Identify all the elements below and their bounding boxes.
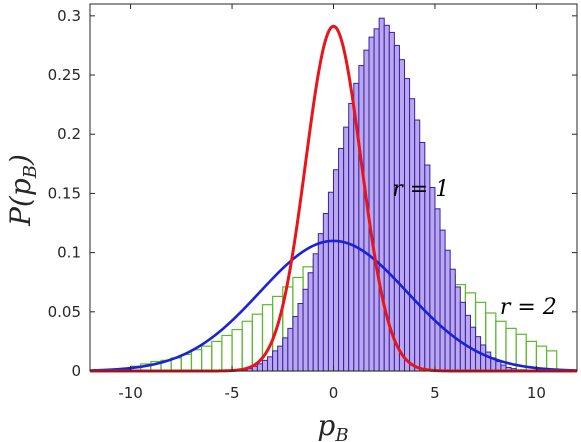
bar-r1 (439, 229, 446, 372)
bar-r1 (429, 187, 436, 372)
bar-r1 (368, 36, 375, 372)
y-tick-label: 0.25 (48, 66, 81, 84)
y-tick-label: 0.1 (57, 244, 81, 262)
bar-r1 (297, 303, 304, 372)
y-tick-label: 0 (71, 362, 81, 380)
curve-annotation: r = 1 (392, 177, 449, 202)
bar-r1 (358, 65, 365, 372)
bar-r1 (414, 119, 421, 372)
bar-r1 (343, 126, 350, 372)
bar-r1 (434, 208, 441, 372)
bar-r1 (464, 314, 471, 372)
x-tick-label: 5 (430, 384, 440, 402)
y-tick-label: 0.15 (48, 184, 81, 202)
bar-r1 (282, 337, 289, 372)
gaussian-curve-r2 (89, 239, 578, 372)
bar-r1 (287, 327, 294, 372)
bar-r1 (333, 169, 340, 372)
bar-r1 (292, 316, 299, 372)
bar-r1 (338, 147, 345, 372)
x-axis-label: pB (317, 409, 348, 442)
y-tick-label: 0.3 (57, 7, 81, 25)
x-tick-label: -10 (118, 384, 143, 402)
x-tick-label: 0 (329, 384, 339, 402)
bar-r1 (267, 356, 274, 372)
x-tick-label: -5 (225, 384, 240, 402)
bar-r1 (409, 98, 416, 372)
bar-r1 (256, 363, 263, 372)
bar-r1 (373, 28, 380, 372)
bar-r1 (449, 268, 456, 372)
bar-r1 (261, 359, 269, 372)
annotations: r = 1 r = 2 (392, 177, 556, 320)
bar-r1 (444, 249, 451, 372)
bar-r1 (277, 345, 284, 372)
bar-r1 (312, 253, 319, 372)
bar-r1 (404, 78, 411, 372)
bar-r1 (378, 17, 385, 372)
bar-r1 (454, 286, 461, 372)
bar-r1 (327, 191, 335, 372)
y-axis-label: P(pB) (4, 154, 41, 227)
y-tick-label: 0.05 (48, 303, 81, 321)
bar-r1 (272, 350, 279, 372)
bar-r1 (398, 59, 406, 372)
histogram-r1 (241, 17, 527, 372)
y-tick-label: 0.2 (57, 125, 81, 143)
y-axis: 0 0.05 0.1 0.15 0.2 0.25 0.3 (48, 7, 577, 380)
bar-r1 (480, 344, 487, 372)
x-tick-label: 10 (527, 384, 546, 402)
curve-annotation: r = 2 (500, 295, 557, 320)
x-axis: -10 -5 0 5 10 (118, 4, 546, 402)
bar-r1 (459, 301, 466, 372)
bar-r1 (393, 44, 400, 372)
bar-r1 (317, 233, 324, 372)
bar-r1 (307, 272, 314, 372)
bar-r1 (322, 213, 329, 372)
bar-r1 (348, 102, 355, 372)
bar-r1 (302, 288, 309, 372)
